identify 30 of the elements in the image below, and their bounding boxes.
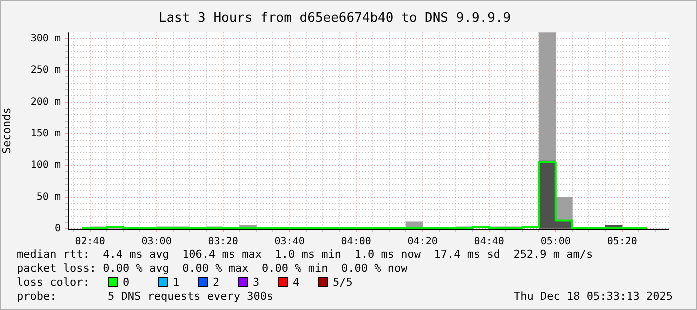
text: 5 DNS requests every 300s [108, 290, 274, 303]
y-tick-label: 100 m [30, 160, 61, 172]
y-tick-label: 200 m [30, 96, 61, 108]
x-tick-label: 03:40 [274, 236, 305, 248]
text: 4 [293, 276, 300, 289]
x-tick-label: 05:20 [607, 236, 638, 248]
x-tick-label: 03:20 [208, 236, 238, 248]
text: loss color: [17, 276, 90, 289]
text: 2 [213, 276, 220, 289]
text: probe: [17, 290, 57, 303]
text: 5/5 [333, 276, 353, 289]
x-tick-label: 04:00 [341, 236, 372, 248]
y-tick-label: 250 m [30, 65, 61, 76]
text: Thu Dec 18 05:33:13 2025 [514, 290, 673, 303]
y-tick-label: 50 m [36, 192, 61, 203]
x-tick-label: 05:00 [540, 236, 571, 248]
chart-title: Last 3 Hours from d65ee6674b40 to DNS 9.9.9.9 [158, 11, 512, 26]
x-tick-label: 03:00 [142, 236, 172, 248]
x-tick-label: 04:40 [474, 236, 504, 248]
y-tick-label: 300 m [30, 34, 61, 45]
text: 3 [253, 276, 260, 289]
text: 1 [173, 276, 180, 289]
x-tick-label: 04:20 [408, 236, 438, 248]
x-tick-label: 02:40 [75, 236, 106, 248]
y-axis-title: Seconds [0, 108, 14, 154]
y-tick-label: 150 m [30, 128, 61, 140]
text: packet loss: 0.00 % avg 0.00 % max 0.00 % min 0.00 % now [17, 262, 408, 275]
text: 0 [123, 276, 130, 289]
text: median rtt: 4.4 ms avg 106.4 ms max 1.0 ms min 1.0 ms now 17.4 ms sd 252.9 m am/s [17, 248, 594, 261]
y-tick-label: 0 [54, 224, 61, 235]
